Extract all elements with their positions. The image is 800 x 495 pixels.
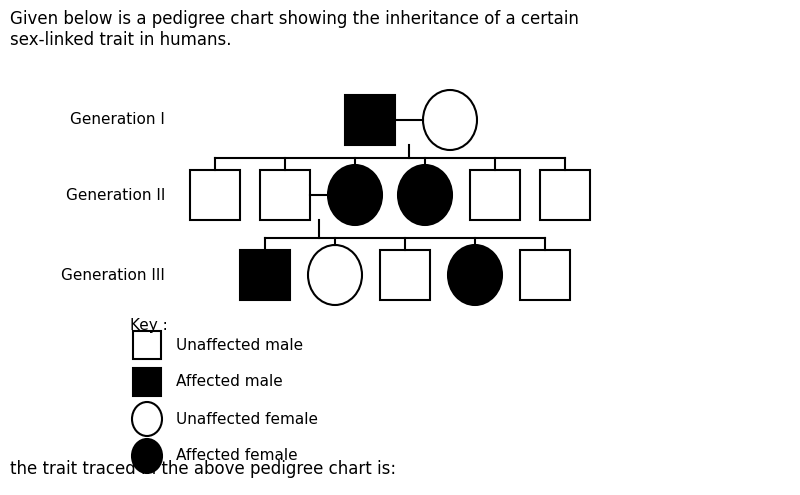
Text: Unaffected female: Unaffected female — [176, 411, 318, 427]
Text: Generation I: Generation I — [70, 112, 165, 128]
Bar — [240, 250, 290, 300]
Bar — [190, 170, 240, 220]
Ellipse shape — [448, 245, 502, 305]
Text: Generation II: Generation II — [66, 188, 165, 202]
Ellipse shape — [328, 165, 382, 225]
Ellipse shape — [132, 439, 162, 473]
Bar — [260, 170, 310, 220]
Bar — [540, 170, 590, 220]
Bar — [520, 250, 570, 300]
Text: Key :: Key : — [130, 318, 168, 333]
Ellipse shape — [308, 245, 362, 305]
Bar — [380, 250, 430, 300]
Bar — [470, 170, 520, 220]
Ellipse shape — [398, 165, 452, 225]
Text: Affected male: Affected male — [176, 375, 282, 390]
Text: Given below is a pedigree chart showing the inheritance of a certain
sex-linked : Given below is a pedigree chart showing … — [10, 10, 579, 49]
Ellipse shape — [132, 402, 162, 436]
Bar — [133, 368, 161, 396]
Bar — [345, 95, 395, 145]
Ellipse shape — [423, 90, 477, 150]
Text: the trait traced in the above pedigree chart is:: the trait traced in the above pedigree c… — [10, 460, 396, 478]
Text: Unaffected male: Unaffected male — [176, 338, 303, 352]
Text: Affected female: Affected female — [176, 448, 298, 463]
Text: Generation III: Generation III — [61, 267, 165, 283]
Bar — [133, 331, 161, 359]
